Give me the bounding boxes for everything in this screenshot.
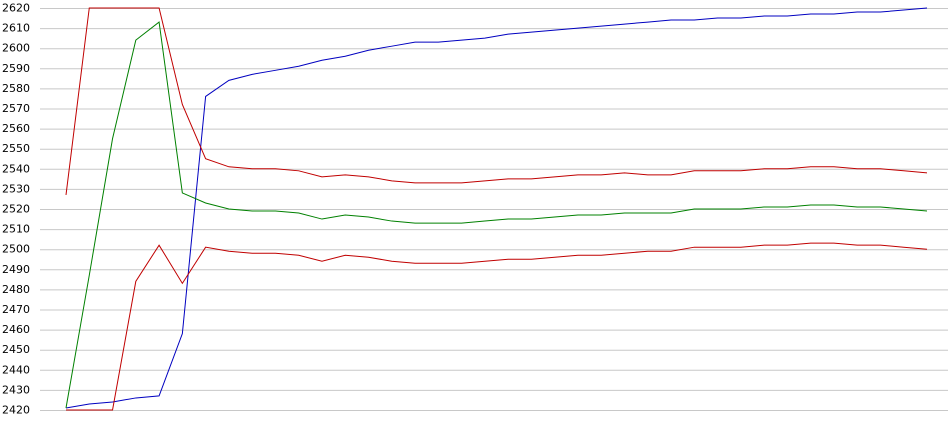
y-tick-label: 2560 [2,122,30,135]
y-tick-label: 2520 [2,203,30,216]
y-tick-label: 2540 [2,162,30,175]
y-tick-label: 2490 [2,263,30,276]
y-tick-label: 2580 [2,82,30,95]
y-tick-label: 2600 [2,42,30,55]
y-tick-label: 2440 [2,363,30,376]
y-tick-label: 2510 [2,223,30,236]
y-tick-label: 2450 [2,343,30,356]
y-tick-label: 2550 [2,142,30,155]
y-tick-label: 2500 [2,243,30,256]
y-tick-label: 2530 [2,182,30,195]
y-tick-label: 2590 [2,62,30,75]
y-tick-label: 2570 [2,102,30,115]
y-tick-label: 2470 [2,303,30,316]
y-tick-label: 2610 [2,22,30,35]
y-tick-label: 2420 [2,404,30,417]
line-series [66,242,928,411]
y-tick-label: 2480 [2,283,30,296]
y-tick-label: 2430 [2,383,30,396]
line-series [65,7,928,195]
line-series [65,7,928,409]
line-series [65,21,928,409]
y-tick-label: 2460 [2,323,30,336]
y-tick-label: 2620 [2,2,30,15]
